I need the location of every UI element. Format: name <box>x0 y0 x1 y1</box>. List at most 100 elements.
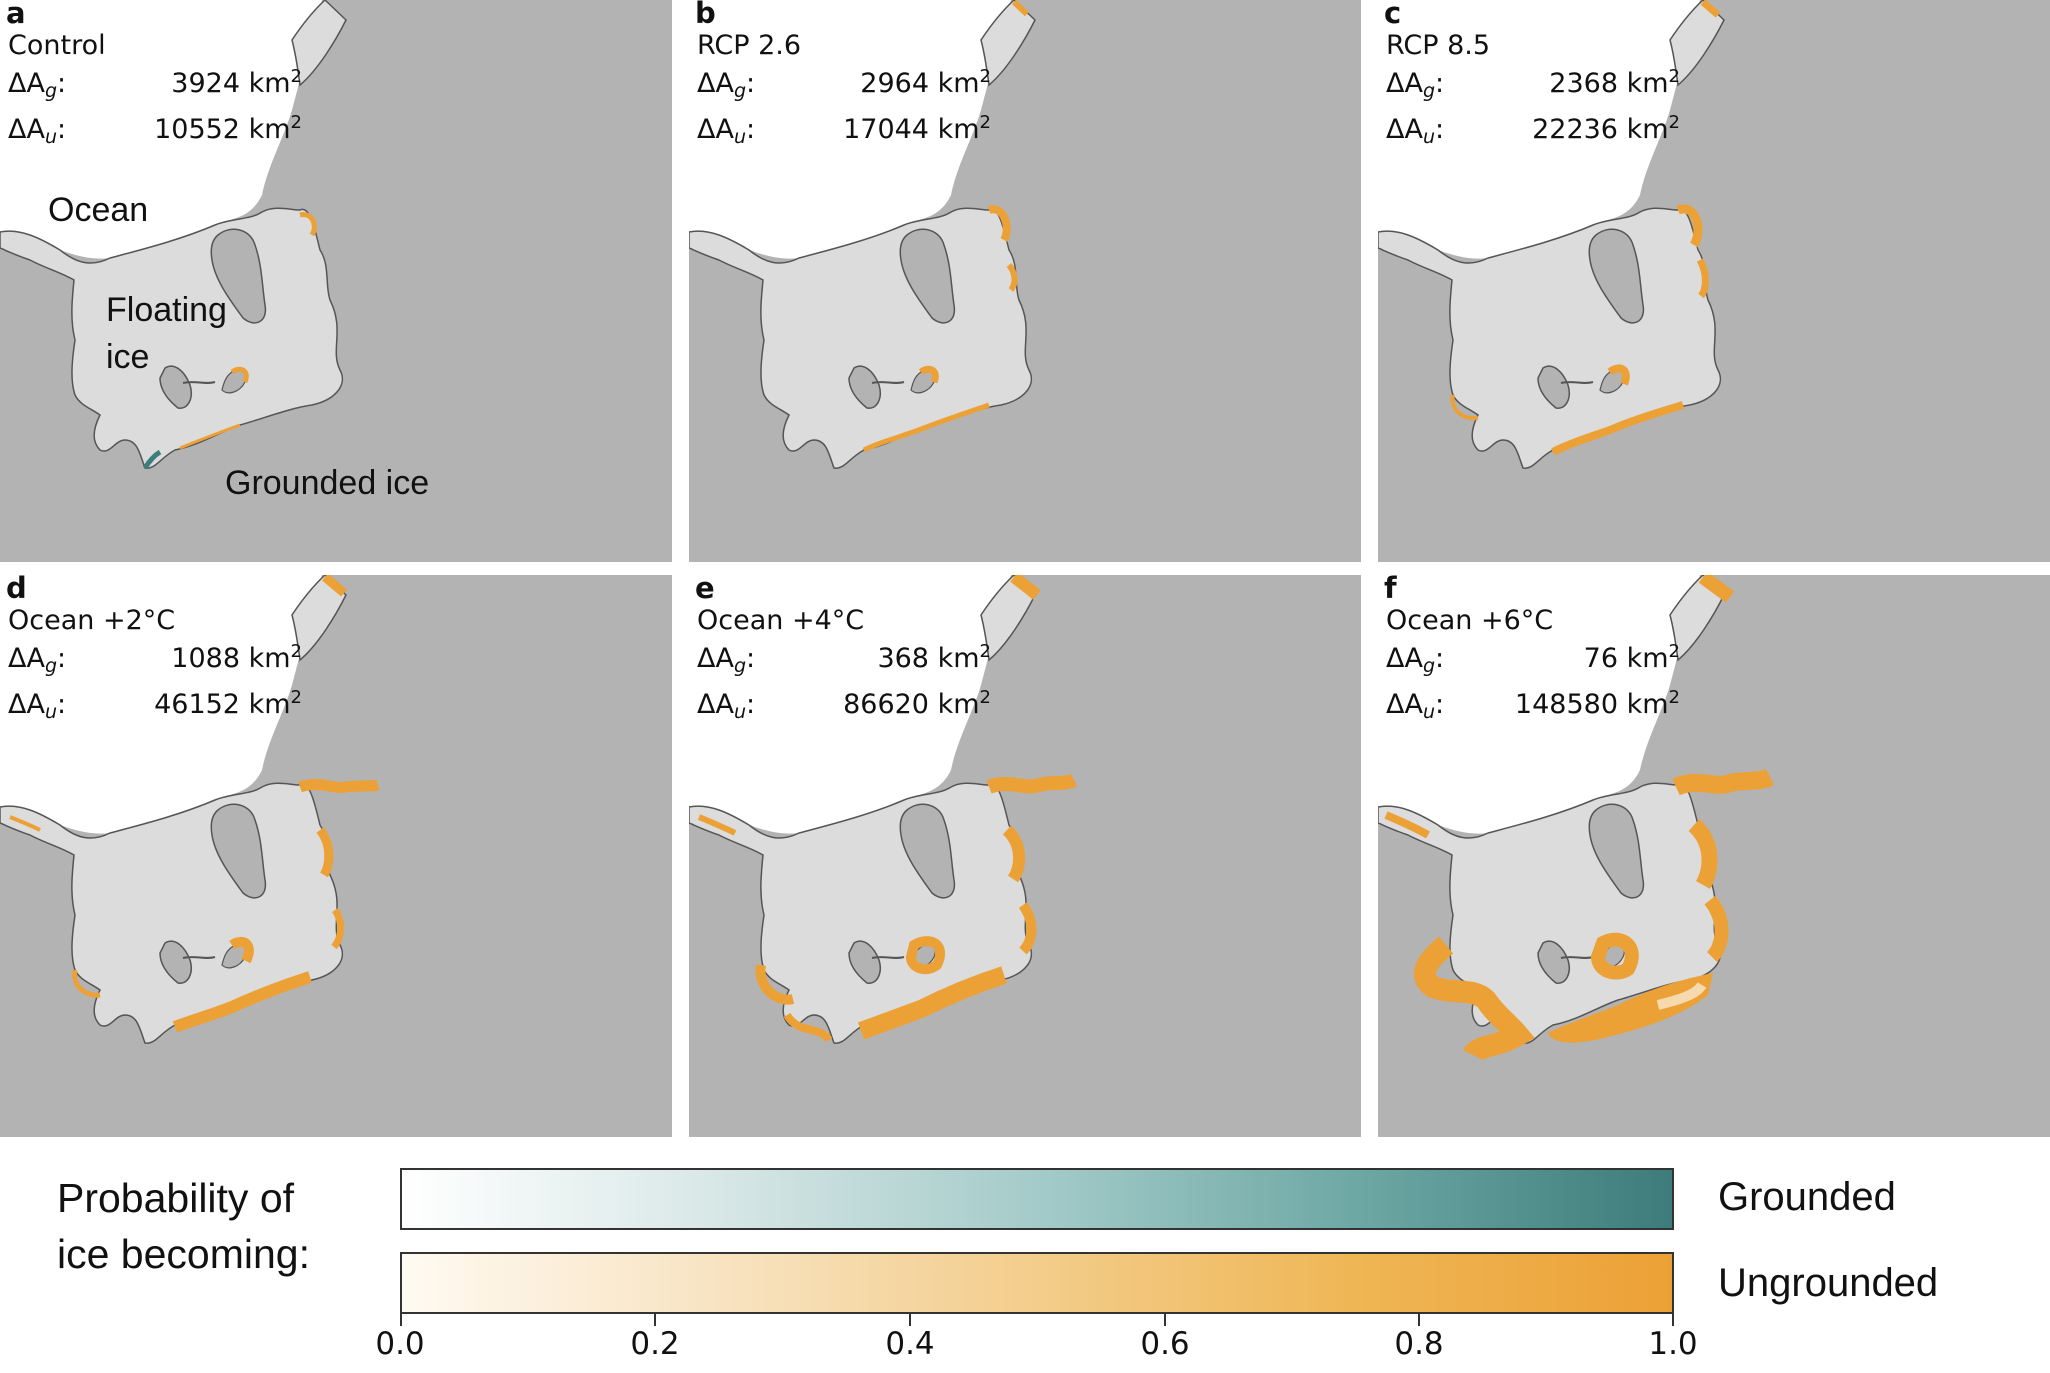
delta-ag: ΔAg: 3924 km2 <box>8 66 302 102</box>
ungrounded-zone <box>179 423 241 450</box>
panel-letter: d <box>6 575 27 605</box>
legend-title-line-1: Probability of <box>57 1175 295 1221</box>
delta-au: ΔAu: 10552 km2 <box>8 112 302 148</box>
ungrounded-zone <box>1676 204 1703 248</box>
delta-ag: ΔAg: 76 km2 <box>1386 641 1680 677</box>
ungrounded-zone <box>322 575 347 597</box>
colorbar-tick-label: 0.8 <box>1394 1326 1444 1362</box>
ungrounded-zone <box>172 971 312 1033</box>
ungrounded-zone <box>299 212 317 237</box>
ungrounded-zone <box>1006 263 1018 292</box>
panel-letter: e <box>695 575 715 605</box>
ungrounded-zone <box>1700 0 1721 18</box>
ungrounded-zone <box>987 205 1011 243</box>
ungrounded-zone <box>918 365 939 384</box>
ungrounded-zone <box>905 936 946 975</box>
ungrounded-zone <box>1688 819 1718 889</box>
colorbar-tick <box>909 1314 911 1326</box>
colorbar-tick <box>1672 1314 1674 1326</box>
scenario-label: Ocean +4°C <box>697 605 865 636</box>
map-a <box>0 0 672 562</box>
ungrounded-legend-label: Ungrounded <box>1718 1261 1939 1305</box>
scenario-label: Ocean +2°C <box>8 605 176 636</box>
delta-ag: ΔAg: 368 km2 <box>697 641 991 677</box>
colorbar-tick-label: 0.4 <box>885 1326 935 1362</box>
ungrounded-zone <box>1551 401 1685 456</box>
ungrounded-zone <box>755 964 795 1005</box>
ungrounded-zone <box>1018 902 1037 955</box>
panel-letter: c <box>1384 0 1402 30</box>
ungrounded-zone <box>1010 575 1041 600</box>
ungrounded-zone <box>9 815 41 832</box>
map-f <box>1378 575 2050 1137</box>
ungrounded-zone <box>1384 811 1430 839</box>
delta-ag: ΔAg: 1088 km2 <box>8 641 302 677</box>
panel-letter: f <box>1384 575 1397 605</box>
ocean-label: Ocean <box>48 191 149 229</box>
ungrounded-zone <box>1672 768 1775 796</box>
ungrounded-zone <box>986 773 1078 794</box>
map-panel-c: c RCP 8.5 ΔAg: 2368 km2 ΔAu: 22236 km2 <box>1378 0 2050 562</box>
ungrounded-zone-edge <box>1656 981 1707 1010</box>
ungrounded-zone <box>1590 932 1639 980</box>
ungrounded-zone <box>230 366 249 383</box>
grounded-zone <box>142 449 162 470</box>
delta-au: ΔAu: 46152 km2 <box>8 687 302 723</box>
ungrounded-zone <box>1002 825 1025 883</box>
map-panel-e: e Ocean +4°C ΔAg: 368 km2 ΔAu: 86620 km2 <box>689 575 1361 1137</box>
map-d <box>0 575 672 1137</box>
ungrounded-zone <box>1450 394 1479 421</box>
ungrounded-zone <box>862 402 990 453</box>
ungrounded-zone <box>1607 364 1630 386</box>
legend-title-line-2: ice becoming: <box>57 1231 310 1277</box>
colorbar-tick <box>1164 1314 1166 1326</box>
floating-ice-label-1: Floating <box>106 291 227 329</box>
colorbar-tick <box>654 1314 656 1326</box>
floating-ice-label-2: ice <box>106 338 150 376</box>
ungrounded-zone <box>298 778 380 794</box>
colorbar-tick-label: 1.0 <box>1648 1326 1698 1362</box>
colorbar-tick <box>1418 1314 1420 1326</box>
ungrounded-zone <box>857 966 1007 1040</box>
ungrounded-zone <box>1011 0 1030 17</box>
ungrounded-zone <box>316 827 334 878</box>
colorbar-tick <box>400 1314 402 1326</box>
ungrounded-zone <box>1413 936 1535 1062</box>
scenario-label: RCP 2.6 <box>697 30 802 61</box>
ungrounded-zone <box>1548 973 1713 1043</box>
panel-letter: b <box>695 0 716 30</box>
scenario-label: Control <box>8 30 106 61</box>
delta-au: ΔAu: 148580 km2 <box>1386 687 1680 723</box>
delta-ag: ΔAg: 2368 km2 <box>1386 66 1680 102</box>
map-panel-a: a Control ΔAg: 3924 km2 ΔAu: 10552 km2 Oce… <box>0 0 672 562</box>
grounded-colorbar <box>400 1168 1674 1230</box>
ungrounded-zone <box>1696 258 1709 299</box>
map-c <box>1378 0 2050 562</box>
grounded-legend-label: Grounded <box>1718 1175 1896 1219</box>
ungrounded-zone <box>1704 895 1729 962</box>
delta-ag: ΔAg: 2964 km2 <box>697 66 991 102</box>
legend-title: Probability of ice becoming: <box>57 1170 310 1282</box>
ungrounded-zone <box>229 936 254 964</box>
scenario-label: RCP 8.5 <box>1386 30 1491 61</box>
delta-au: ΔAu: 22236 km2 <box>1386 112 1680 148</box>
map-e <box>689 575 1361 1137</box>
map-panel-d: d Ocean +2°C ΔAg: 1088 km2 ΔAu: 46152 km2 <box>0 575 672 1137</box>
colorbar-tick-label: 0.2 <box>630 1326 680 1362</box>
ungrounded-zone <box>697 814 737 836</box>
grounded-ice-label: Grounded ice <box>225 464 430 502</box>
map-panel-b: b RCP 2.6 ΔAg: 2964 km2 ΔAu: 17044 km2 <box>689 0 1361 562</box>
ungrounded-zone <box>331 908 345 950</box>
ungrounded-zone <box>72 969 101 998</box>
scenario-label: Ocean +6°C <box>1386 605 1554 636</box>
ungrounded-zone <box>783 1012 833 1043</box>
delta-au: ΔAu: 17044 km2 <box>697 112 991 148</box>
panel-letter: a <box>6 0 26 30</box>
delta-au: ΔAu: 86620 km2 <box>697 687 991 723</box>
ungrounded-zone <box>1698 575 1735 603</box>
map-panel-f: f Ocean +6°C ΔAg: 76 km2 ΔAu: 148580 km2 <box>1378 575 2050 1137</box>
colorbar-tick-label: 0.6 <box>1140 1326 1190 1362</box>
ungrounded-colorbar <box>400 1252 1674 1314</box>
map-b <box>689 0 1361 562</box>
colorbar-tick-label: 0.0 <box>375 1326 425 1362</box>
